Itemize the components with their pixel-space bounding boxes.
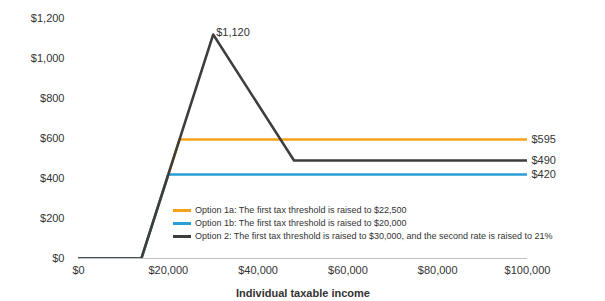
svg-text:$595: $595	[532, 133, 556, 145]
svg-text:$600: $600	[40, 132, 64, 144]
svg-text:$100,000: $100,000	[505, 264, 551, 276]
svg-text:$0: $0	[52, 252, 64, 264]
svg-text:$60,000: $60,000	[328, 264, 368, 276]
svg-text:$400: $400	[40, 172, 64, 184]
svg-text:$1,120: $1,120	[216, 26, 250, 38]
svg-text:Individual taxable income: Individual taxable income	[236, 287, 370, 299]
svg-text:$0: $0	[72, 264, 84, 276]
svg-text:$420: $420	[532, 168, 556, 180]
svg-text:$1,000: $1,000	[31, 52, 65, 64]
html-text:Option 1a: The first tax thres: Option 1a: The first tax threshold is ra…	[195, 205, 407, 215]
svg-text:$40,000: $40,000	[238, 264, 278, 276]
html-text:Option 1b: The first tax thres: Option 1b: The first tax threshold is ra…	[195, 218, 407, 228]
svg-text:$490: $490	[532, 154, 556, 166]
svg-text:$200: $200	[40, 212, 64, 224]
svg-text:$1,200: $1,200	[31, 12, 65, 24]
svg-text:$80,000: $80,000	[418, 264, 458, 276]
svg-text:$800: $800	[40, 92, 64, 104]
svg-text:$20,000: $20,000	[148, 264, 188, 276]
html-text:Option 2: The first tax thresh: Option 2: The first tax threshold is rai…	[195, 231, 553, 241]
